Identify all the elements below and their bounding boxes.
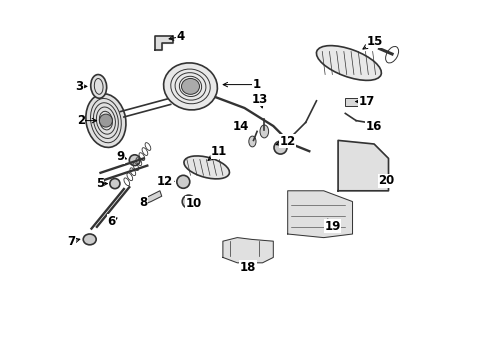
Ellipse shape [273,141,286,154]
Ellipse shape [182,195,195,208]
Polygon shape [154,36,172,50]
Ellipse shape [248,136,256,147]
Ellipse shape [110,179,120,189]
Text: 12: 12 [157,175,173,188]
Ellipse shape [163,63,217,110]
Ellipse shape [129,155,140,166]
Ellipse shape [260,125,268,138]
Polygon shape [337,140,387,191]
Ellipse shape [91,75,106,98]
Text: 17: 17 [358,95,374,108]
Polygon shape [140,191,162,205]
Text: 13: 13 [251,93,267,105]
Ellipse shape [177,175,189,188]
Text: 12: 12 [279,135,295,148]
Ellipse shape [86,94,126,147]
Text: 8: 8 [139,196,147,209]
Text: 18: 18 [240,261,256,274]
Text: 20: 20 [378,174,394,187]
Polygon shape [287,191,352,238]
Text: 3: 3 [76,80,83,93]
Ellipse shape [181,78,199,94]
Ellipse shape [316,46,381,80]
Text: 2: 2 [77,114,84,127]
Text: 1: 1 [252,78,261,91]
Text: 16: 16 [365,120,382,133]
Ellipse shape [83,234,96,245]
Text: 19: 19 [324,220,340,233]
Text: 7: 7 [67,235,76,248]
Polygon shape [223,238,273,263]
Text: 9: 9 [116,150,124,163]
Text: 10: 10 [185,197,202,210]
Text: 11: 11 [211,145,227,158]
Ellipse shape [183,156,229,179]
Text: 6: 6 [107,215,115,228]
Text: 15: 15 [366,35,382,48]
Ellipse shape [99,114,112,127]
Text: 14: 14 [232,120,248,133]
Text: 4: 4 [176,30,184,43]
Text: 5: 5 [96,177,103,190]
Bar [345,98,359,106]
